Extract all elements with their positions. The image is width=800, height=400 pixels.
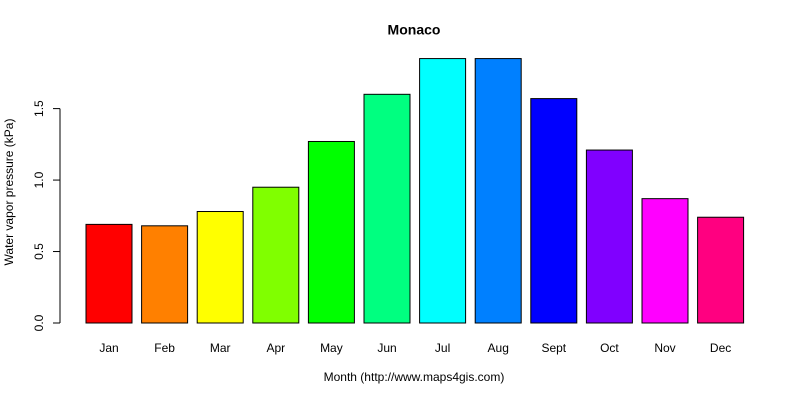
bar [307, 140, 355, 324]
y-axis-title: Water vapor pressure (kPa) [2, 119, 16, 266]
x-tick-label: Feb [154, 341, 175, 355]
bar [697, 216, 745, 324]
x-tick-label: Nov [654, 341, 675, 355]
x-tick-label: Jul [435, 341, 450, 355]
y-tick-label: 0.0 [32, 314, 46, 331]
x-tick-label: Apr [266, 341, 285, 355]
chart-title: Monaco [388, 22, 441, 38]
y-tick-label: 1.0 [32, 171, 46, 188]
x-tick-label: Mar [210, 341, 231, 355]
bar [585, 149, 633, 324]
x-tick-label: Dec [710, 341, 731, 355]
x-tick-label: May [320, 341, 343, 355]
bar [474, 58, 522, 324]
bar [252, 186, 300, 324]
x-tick-label: Jan [99, 341, 118, 355]
x-tick-label: Oct [600, 341, 619, 355]
y-tick-label: 0.5 [32, 243, 46, 260]
x-tick-label: Sept [541, 341, 566, 355]
bar [530, 98, 578, 324]
bar [641, 198, 689, 324]
x-tick-label: Aug [488, 341, 509, 355]
bar [141, 225, 189, 324]
y-tick-label: 1.5 [32, 100, 46, 117]
bar [419, 58, 467, 324]
bar [85, 223, 133, 324]
x-tick-label: Jun [377, 341, 396, 355]
bar [196, 211, 244, 324]
bar [363, 93, 411, 324]
x-axis-title: Month (http://www.maps4gis.com) [324, 370, 505, 384]
